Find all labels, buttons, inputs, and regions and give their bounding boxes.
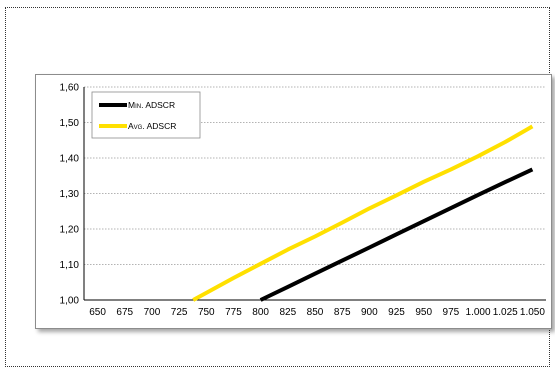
x-tick-label: 850: [307, 307, 324, 318]
x-tick-label: 675: [116, 307, 133, 318]
chart: 1,00 1,10 1,20 1,30 1,40 1,50 1,60 650 675 700 725…: [60, 83, 546, 318]
x-tick-label: 700: [144, 307, 161, 318]
series-line-min-adscr: [259, 167, 534, 302]
y-tick-label: 1,00: [60, 296, 80, 307]
y-tick-label: 1,20: [60, 225, 80, 236]
x-tick-label: 925: [388, 307, 405, 318]
x-tick-label: 825: [279, 307, 296, 318]
x-tick-label: 975: [443, 307, 460, 318]
y-tick-label: 1,10: [60, 260, 80, 271]
x-tick-label: 875: [334, 307, 351, 318]
x-tick-label: 1.050: [520, 307, 545, 318]
x-tick-label: 725: [171, 307, 188, 318]
x-tick-label: 775: [225, 307, 242, 318]
x-tick-label: 800: [252, 307, 269, 318]
y-tick-label: 1,40: [60, 154, 80, 165]
x-tick-label: 1.000: [466, 307, 491, 318]
legend-label-avg-adscr: Avg. ADSCR: [128, 121, 176, 131]
x-tick-label: 950: [415, 307, 432, 318]
x-tick-label: 1.025: [493, 307, 518, 318]
x-tick-label: 650: [89, 307, 106, 318]
legend-label-min-adscr: Min. ADSCR: [128, 100, 175, 110]
chart-card: 1,00 1,10 1,20 1,30 1,40 1,50 1,60 650 675 700 725…: [35, 74, 552, 329]
series-line-avg-adscr: [192, 124, 534, 302]
y-tick-label: 1,30: [60, 189, 80, 200]
legend-box: [91, 91, 201, 139]
grid: [84, 86, 546, 265]
legend: Min. ADSCR Avg. ADSCR: [91, 91, 201, 139]
axes: 1,00 1,10 1,20 1,30 1,40 1,50 1,60 650 675 700 725…: [60, 83, 546, 318]
x-tick-label: 750: [198, 307, 215, 318]
series-layer: [192, 124, 534, 302]
x-tick-label: 900: [361, 307, 378, 318]
y-tick-label: 1,60: [60, 83, 80, 94]
y-tick-label: 1,50: [60, 118, 80, 129]
